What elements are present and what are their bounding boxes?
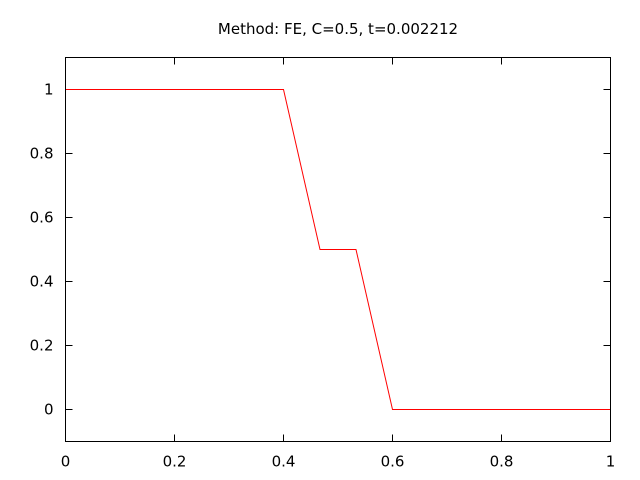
series-line [65,89,611,410]
y-tick-label: 0.8 [30,145,54,163]
x-tick-label: 1 [606,453,616,471]
x-tick-label: 0.2 [163,453,187,471]
x-tick-label: 0.6 [381,453,405,471]
x-tick-label: 0 [61,453,71,471]
y-tick-label: 0.6 [30,209,54,227]
x-tick-label: 0.4 [272,453,296,471]
axis-tick-labels: 0 0.2 0.4 0.6 0.8 1 0 0.2 0.4 0.6 0.8 1 [30,81,616,471]
y-tick-label: 0.4 [30,273,54,291]
plot-series [65,89,611,410]
x-tick-label: 0.8 [490,453,514,471]
y-tick-label: 0.2 [30,337,54,355]
chart-title: Method: FE, C=0.5, t=0.002212 [218,20,458,38]
y-tick-label: 1 [44,81,54,99]
plot-frame [65,57,611,442]
y-tick-label: 0 [44,401,54,419]
